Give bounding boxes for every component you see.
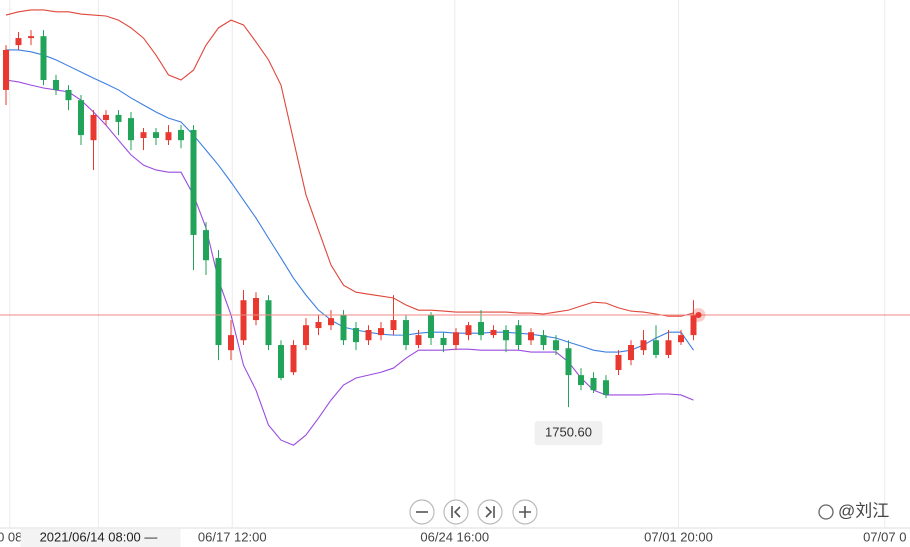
candle-body [490,329,497,336]
candle-body [453,332,459,346]
candle-body [215,257,222,346]
candle-body [415,335,422,346]
candle-body [40,36,47,81]
candle-body [253,297,259,321]
candle-body [265,300,272,346]
candles [3,30,697,408]
candle-body [190,129,197,235]
candle-body [228,335,234,351]
min-label-bg [534,421,603,446]
candle-body [203,230,209,261]
scroll-left-button[interactable] [443,499,469,525]
candle-body [303,325,309,346]
candle-body [403,320,409,346]
candle-body [390,320,397,330]
zoom-in-button[interactable] [512,499,538,525]
candle-body [478,321,484,336]
candle-body [15,38,22,46]
candle-body [353,328,359,343]
min-label: 1750.60 [545,425,592,440]
candle-body [240,300,247,341]
x-tick-label: 06/17 12:00 [198,529,267,544]
candle-body [503,329,509,341]
watermark-icon [818,504,834,520]
candle-body [640,340,647,351]
x-tick-label: 07/07 0 [863,529,906,544]
candle-body [540,335,547,346]
candle-body [440,337,447,346]
candle-body [53,80,59,90]
labels: 0 08 2021/06/14 08:00 — 06/17 12:00 06/24 1… [0,307,910,547]
candle-body [115,114,122,122]
band-line [5,9,694,317]
candle-body [678,335,684,343]
candle-body [465,325,472,336]
x-tick-label: 06/24 16:00 [420,529,489,544]
candle-body [515,325,522,346]
x-tick-label: 2021/06/14 08:00 — [40,529,158,544]
x-tick-label: 0 08 [0,529,22,544]
watermark-text: @刘江 [838,501,889,520]
zoom-controls [409,499,538,525]
candle-body [553,340,559,351]
candle-body [28,36,34,39]
candle-body [315,321,322,329]
candle-body [340,314,347,341]
candle-body [90,114,97,141]
candle-body [128,118,134,141]
x-tick-label: 07/01 20:00 [644,529,713,544]
candle-body [165,132,172,141]
candle-body [615,354,622,371]
candle-body [3,49,9,90]
grid [0,0,910,529]
candle-body [365,329,372,341]
candle-body [103,114,109,121]
candle-body [140,132,147,138]
scroll-right-button[interactable] [477,499,503,525]
candle-body [578,375,584,386]
candle-body [65,89,72,101]
watermark: @刘江 [818,501,889,520]
candle-body [565,348,572,376]
last-price-dot [695,311,702,318]
candle-body [628,345,634,361]
candle-body [153,132,159,138]
candle-body [328,318,334,326]
candle-body [590,378,597,391]
candle-body [428,314,434,338]
candle-body [378,328,384,336]
candle-body [690,314,697,336]
candle-body [665,340,672,355]
band-line [6,49,694,353]
zoom-out-button[interactable] [409,499,435,525]
candle-body [278,345,284,379]
candle-body [603,380,609,395]
candle-body [653,340,659,355]
candle-body [178,129,184,141]
candle-body [78,100,84,136]
x-crosshair-label-bg [20,529,181,547]
candle-body [528,332,534,341]
candle-body [290,345,297,373]
